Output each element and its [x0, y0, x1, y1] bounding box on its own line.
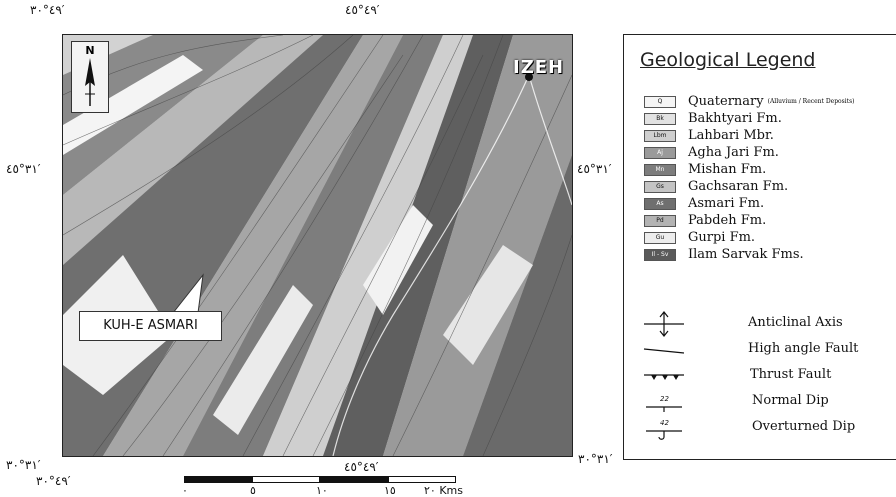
legend-unit-name: Quaternary [688, 94, 764, 109]
legend-unit-row: Q Quaternary (Alluvium / Recent Deposits) [644, 94, 855, 109]
legend-unit-swatch: Pd [644, 214, 676, 227]
legend-unit-swatch: Lbm [644, 129, 676, 142]
scale-segment-4 [388, 476, 456, 483]
overturned-dip-value: 42 [660, 419, 669, 427]
anticlinal-axis-icon [644, 311, 684, 337]
legend-unit-name: Lahbari Mbr. [688, 128, 774, 143]
legend-unit-row: Il - Sv Ilam Sarvak Fms. [644, 247, 804, 262]
scale-tick-10: ١٠ [316, 484, 328, 497]
legend-unit-name: Gurpi Fm. [688, 230, 756, 245]
scale-tick-20: ٢٠ Kms [424, 484, 463, 497]
legend-unit-swatch: Il - Sv [644, 248, 676, 261]
normal-dip-label: Normal Dip [752, 393, 829, 408]
legend-unit-name: Agha Jari Fm. [688, 145, 779, 160]
legend-unit-row: Gu Gurpi Fm. [644, 230, 756, 245]
legend-unit-swatch: Aj [644, 146, 676, 159]
legend-unit-row: Pd Pabdeh Fm. [644, 213, 767, 228]
legend-unit-note: (Alluvium / Recent Deposits) [767, 98, 855, 105]
coord-top-center: ٤٩°٤٥′ [345, 3, 380, 17]
legend-unit-swatch: Gu [644, 231, 676, 244]
map-terrain [63, 35, 572, 456]
scale-bar: ٠ ٥ ١٠ ١٥ ٢٠ Kms [182, 474, 463, 497]
overturned-dip-label: Overturned Dip [752, 419, 856, 434]
legend-unit-name: Ilam Sarvak Fms. [688, 247, 804, 262]
legend-unit-name: Gachsaran Fm. [688, 179, 789, 194]
legend-unit-swatch: Bk [644, 112, 676, 125]
geological-map[interactable]: N IZEH KUH-E ASMARI [62, 34, 573, 457]
scale-segment-3 [320, 476, 388, 483]
north-arrow-icon [85, 58, 95, 106]
coord-bottom-left-lat: ٣١°٣٠′ [6, 458, 41, 472]
legend-unit-row: Bk Bakhtyari Fm. [644, 111, 782, 126]
legend-unit-name: Pabdeh Fm. [688, 213, 767, 228]
north-label: N [85, 44, 95, 57]
high-angle-fault-label: High angle Fault [748, 341, 859, 356]
legend-unit-row: Mn Mishan Fm. [644, 162, 767, 177]
legend-unit-swatch: Mn [644, 163, 676, 176]
north-arrow: N [71, 41, 109, 113]
scale-tick-5: ٥ [250, 484, 256, 497]
normal-dip-value: 22 [660, 395, 669, 403]
legend-unit-row: Gs Gachsaran Fm. [644, 179, 789, 194]
coord-right-mid: ٣١°٤٥′ [577, 162, 612, 176]
legend-title: Geological Legend [640, 49, 816, 71]
normal-dip-icon: 22 [646, 395, 682, 412]
legend-unit-swatch: Gs [644, 180, 676, 193]
coord-bottom-center: ٤٩°٤٥′ [344, 460, 379, 474]
legend-unit-name: Asmari Fm. [688, 196, 765, 211]
scale-tick-15: ١٥ [384, 484, 396, 497]
overturned-dip-icon: 42 [646, 419, 682, 440]
legend-unit-row: As Asmari Fm. [644, 196, 765, 211]
coord-bottom-left-lon: ٤٩°٣٠′ [36, 474, 71, 488]
coord-left-mid: ٣١°٤٥′ [6, 162, 41, 176]
legend-unit-row: Aj Agha Jari Fm. [644, 145, 779, 160]
coord-top-left: ٤٩°٣٠′ [30, 3, 65, 17]
anticlinal-axis-label: Anticlinal Axis [748, 315, 843, 330]
legend-unit-swatch: As [644, 197, 676, 210]
coord-bottom-right: ٣١°٣٠′ [578, 452, 613, 466]
legend-unit-swatch: Q [644, 95, 676, 108]
scale-segment-2 [252, 476, 320, 483]
town-label-izeh: IZEH [513, 57, 565, 78]
scale-tick-0: ٠ [182, 484, 188, 497]
thrust-fault-icon [644, 374, 684, 380]
legend-panel: Geological Legend Q Quaternary (Alluvium /… [623, 34, 896, 460]
callout-kuh-e-asmari: KUH-E ASMARI [79, 311, 222, 341]
thrust-fault-label: Thrust Fault [750, 367, 832, 382]
high-angle-fault-icon [643, 348, 685, 354]
legend-unit-row: Lbm Lahbari Mbr. [644, 128, 774, 143]
legend-unit-name: Bakhtyari Fm. [688, 111, 782, 126]
scale-segment-1 [184, 476, 252, 483]
legend-unit-name: Mishan Fm. [688, 162, 767, 177]
